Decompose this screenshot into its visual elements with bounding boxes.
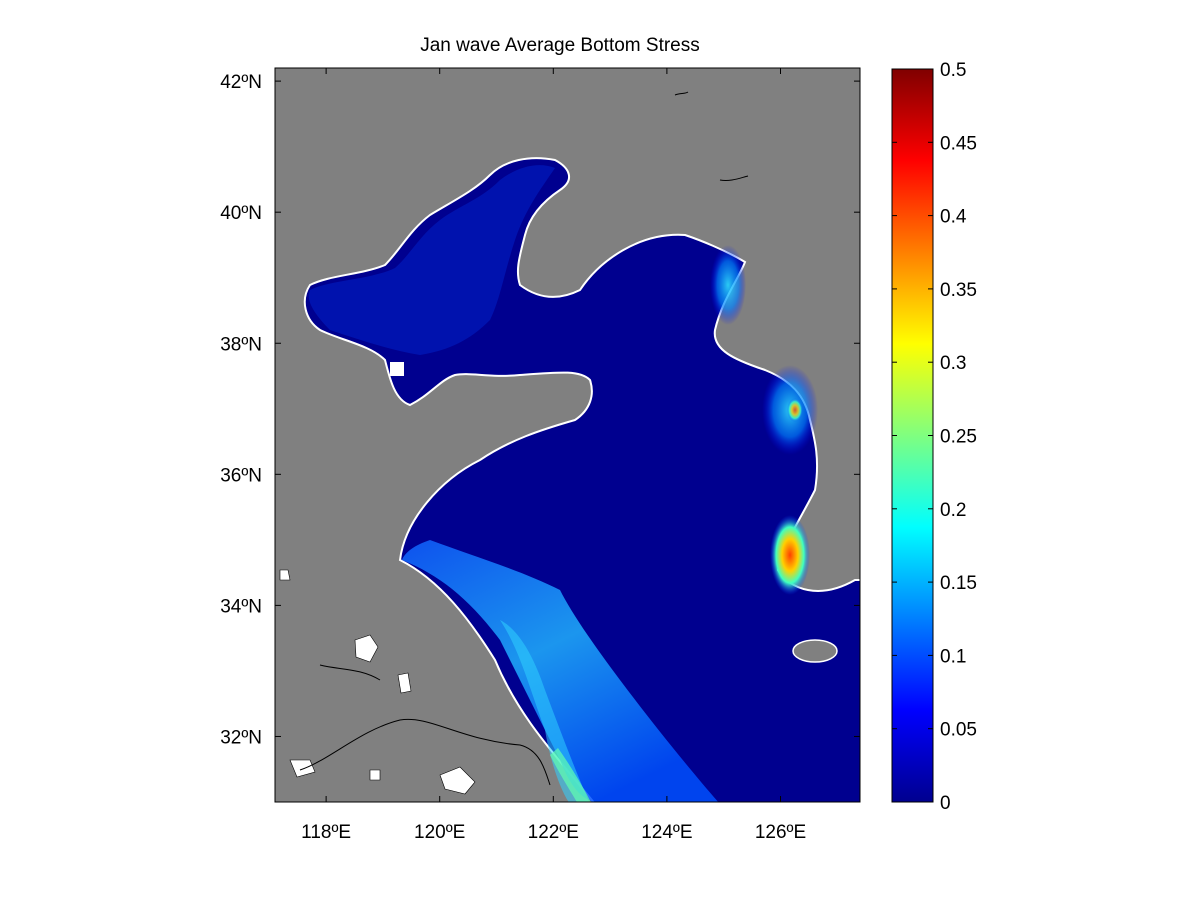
chart-title: Jan wave Average Bottom Stress: [420, 35, 700, 56]
x-tick-label: 120ºE: [414, 822, 465, 843]
inland-lakes: [279, 569, 476, 795]
white-patch: [390, 362, 404, 376]
x-tick-label: 118ºE: [301, 822, 351, 843]
colorbar-tick-label: 0.5: [940, 60, 966, 81]
korea-coast-zone-south-hot: [770, 515, 810, 595]
coastline-detail: [299, 91, 749, 786]
colorbar: 0.5 0.45 0.4 0.35 0.3 0.25 0.2 0.15 0.1 0.05 0: [891, 60, 977, 814]
y-tick-label: 40ºN: [220, 203, 262, 224]
jeju-island: [792, 639, 838, 663]
colorbar-tick-label: 0.2: [940, 500, 966, 521]
colorbar-gradient: [891, 68, 934, 803]
colorbar-tick-label: 0.4: [940, 207, 967, 228]
y-tick-label: 34ºN: [220, 596, 262, 617]
colorbar-tick-label: 0.45: [940, 133, 977, 154]
y-tick-label: 38ºN: [220, 334, 262, 355]
y-tick-label: 42ºN: [220, 72, 262, 93]
y-tick-label: 32ºN: [220, 727, 262, 748]
y-axis: 42ºN 40ºN 38ºN 36ºN 34ºN 32ºN: [220, 72, 860, 748]
x-tick-label: 124ºE: [641, 822, 692, 843]
colorbar-tick-label: 0.35: [940, 280, 977, 301]
map-frame: [274, 67, 861, 803]
x-tick-label: 126ºE: [755, 822, 806, 843]
colorbar-tick-label: 0.05: [940, 720, 977, 741]
colorbar-tick-label: 0.3: [940, 353, 966, 374]
southern-plume-streak-1: [500, 620, 590, 802]
y-tick-label: 36ºN: [220, 465, 262, 486]
colorbar-tick-label: 0.15: [940, 573, 977, 594]
colorbar-tick-label: 0: [940, 793, 951, 814]
colorbar-ticks: 0.5 0.45 0.4 0.35 0.3 0.25 0.2 0.15 0.1 0.05 0: [892, 60, 977, 814]
map-panel: [275, 68, 860, 802]
colorbar-tick-label: 0.25: [940, 427, 977, 448]
x-tick-label: 122ºE: [528, 822, 579, 843]
korea-coast-zone-hot-2: [787, 398, 803, 422]
x-axis: 118ºE 120ºE 122ºE 124ºE 126ºE: [301, 68, 806, 843]
bohai-shade: [308, 165, 555, 355]
colorbar-tick-label: 0.1: [940, 646, 966, 667]
korea-coast-zone-north: [710, 245, 746, 325]
southern-plume: [402, 540, 719, 802]
southern-plume-streak-2: [550, 748, 591, 802]
